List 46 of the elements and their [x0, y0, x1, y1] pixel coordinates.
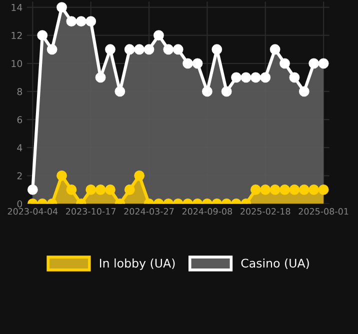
point — [66, 16, 77, 27]
x-tick-label: 2025-08-01 — [298, 208, 348, 215]
point — [298, 86, 310, 97]
point — [192, 58, 203, 69]
point — [76, 16, 86, 27]
x-tick-label: 2023-10-17 — [66, 208, 116, 215]
point — [202, 86, 212, 97]
x-tick-label: 2023-04-04 — [8, 208, 58, 215]
legend-label: Casino (UA) — [241, 258, 309, 270]
point — [221, 86, 232, 97]
point — [163, 44, 174, 55]
point — [289, 72, 300, 83]
point — [280, 58, 290, 69]
y-tick-label: 6 — [17, 116, 22, 124]
point — [56, 2, 67, 12]
point — [240, 72, 252, 83]
point — [124, 44, 135, 55]
point — [46, 44, 58, 55]
y-tick-label: 14 — [12, 4, 22, 11]
y-tick-label: 10 — [12, 60, 22, 68]
point — [154, 30, 164, 41]
point — [144, 44, 154, 55]
point — [172, 44, 184, 55]
point — [182, 58, 194, 69]
legend-label: In lobby (UA) — [100, 258, 175, 270]
x-tick-label: 2025-02-18 — [240, 208, 290, 215]
x-tick-label: 2024-09-08 — [182, 208, 232, 215]
point — [260, 72, 271, 83]
x-tick-label: 2024-03-27 — [124, 208, 174, 215]
point — [212, 44, 222, 55]
y-tick-label: 2 — [17, 172, 22, 180]
point — [250, 72, 261, 83]
point — [231, 72, 242, 83]
point — [308, 58, 320, 69]
point — [270, 44, 280, 55]
y-tick-label: 12 — [12, 32, 22, 39]
point — [37, 30, 48, 41]
point — [114, 86, 126, 97]
y-tick-label: 4 — [17, 144, 22, 152]
y-tick-label: 8 — [17, 88, 22, 96]
point — [318, 58, 329, 69]
point — [86, 16, 96, 27]
y-tick-label: 0 — [17, 200, 22, 208]
point — [105, 44, 116, 55]
point — [95, 72, 106, 83]
point — [134, 44, 145, 55]
